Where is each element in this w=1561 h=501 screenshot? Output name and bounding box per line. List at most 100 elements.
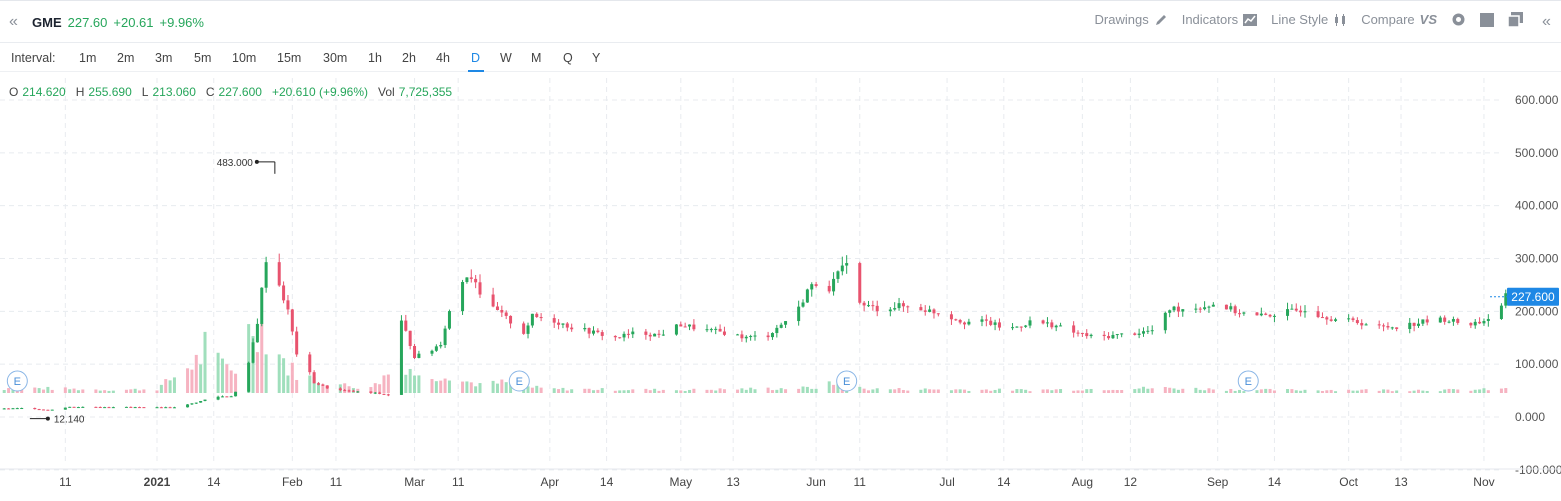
candle-body xyxy=(138,407,142,409)
candle-body xyxy=(1028,320,1032,326)
candle-body xyxy=(1041,320,1045,324)
collapse-left-icon[interactable]: « xyxy=(9,13,18,30)
interval-5m[interactable]: 5m xyxy=(194,51,212,65)
volume-bar xyxy=(1347,389,1351,393)
candle-body xyxy=(1351,318,1355,321)
volume-bar xyxy=(1299,390,1303,393)
interval-15m[interactable]: 15m xyxy=(277,51,302,65)
volume-bar xyxy=(1172,388,1176,393)
interval-w[interactable]: W xyxy=(500,51,512,65)
candle-body xyxy=(1080,332,1084,334)
volume-bar xyxy=(317,382,321,393)
x-tick-label: 13 xyxy=(727,475,741,489)
candle-body xyxy=(526,325,530,334)
volume-bar xyxy=(42,389,46,393)
candle-body xyxy=(1272,315,1276,317)
candle-body xyxy=(1238,313,1242,315)
volume-bar xyxy=(919,389,923,393)
candle-body xyxy=(478,282,482,295)
high-label: H xyxy=(75,85,85,99)
settings-icon[interactable] xyxy=(1451,12,1466,27)
volume-bar xyxy=(958,389,962,393)
candle-body xyxy=(923,310,927,312)
candle-body xyxy=(705,329,709,331)
candle-body xyxy=(736,334,740,336)
volume-bar xyxy=(1085,389,1089,393)
candle-body xyxy=(260,287,264,324)
candle-body xyxy=(1438,317,1442,323)
line-style-button[interactable]: Line Style xyxy=(1271,12,1347,27)
candle-body xyxy=(714,328,718,330)
interval-y[interactable]: Y xyxy=(592,51,601,65)
volume-bar xyxy=(63,387,67,393)
volume-bar xyxy=(1451,389,1455,393)
volume-bar xyxy=(312,377,316,393)
drawings-button[interactable]: Drawings xyxy=(1095,12,1168,27)
copy-icon[interactable] xyxy=(1508,12,1523,27)
x-tick-label: Nov xyxy=(1473,475,1494,489)
interval-d[interactable]: D xyxy=(471,51,481,65)
candle-body xyxy=(631,331,635,335)
fullscreen-icon[interactable] xyxy=(1480,12,1494,27)
low-value: 213.060 xyxy=(152,85,196,99)
candle-body xyxy=(814,284,818,286)
volume-bar xyxy=(1443,389,1447,393)
volume-bar xyxy=(661,389,665,393)
candle-body xyxy=(1168,310,1172,313)
volume-bar xyxy=(644,388,648,393)
interval-30m[interactable]: 30m xyxy=(323,51,348,65)
candle-body xyxy=(413,345,417,358)
interval-q[interactable]: Q xyxy=(563,51,573,65)
candle-body xyxy=(2,408,6,410)
interval-2m[interactable]: 2m xyxy=(117,51,135,65)
volume-bar xyxy=(1150,388,1154,393)
volume-bar xyxy=(1054,389,1058,393)
volume-bar xyxy=(129,389,133,393)
interval-4h[interactable]: 4h xyxy=(436,51,450,65)
candle-body xyxy=(321,384,325,386)
candle-body xyxy=(753,335,757,337)
candle-body xyxy=(129,406,133,408)
interval-3m[interactable]: 3m xyxy=(155,51,173,65)
candle-body xyxy=(264,262,268,288)
volume-bar xyxy=(1133,389,1137,393)
candle-body xyxy=(1120,333,1124,335)
collapse-right-icon[interactable]: « xyxy=(1542,13,1551,30)
volume-bar xyxy=(2,390,6,393)
candle-body xyxy=(805,289,809,303)
compare-button[interactable]: Compare VS xyxy=(1361,12,1437,27)
candle-body xyxy=(107,407,111,409)
volume-bar xyxy=(692,388,696,393)
symbol-name[interactable]: GME xyxy=(32,15,62,30)
candle-body xyxy=(76,407,80,409)
volume-bar xyxy=(1242,391,1246,393)
candle-body xyxy=(1085,333,1089,337)
candle-body xyxy=(740,334,744,339)
price-chart[interactable]: 600.000 500.000 400.000 300.000 200.000 100.0… xyxy=(0,78,1561,501)
volume-bar xyxy=(897,388,901,393)
candle-body xyxy=(722,331,726,335)
candle-body xyxy=(1115,334,1119,336)
interval-m[interactable]: M xyxy=(531,51,542,65)
volume-bar xyxy=(1499,388,1503,393)
candle-body xyxy=(866,305,870,307)
interval-10m[interactable]: 10m xyxy=(232,51,257,65)
interval-1m[interactable]: 1m xyxy=(79,51,97,65)
volume-bar xyxy=(1486,390,1490,393)
volume-bar xyxy=(1382,389,1386,393)
volume-bar xyxy=(76,390,80,393)
earnings-marker-label: E xyxy=(516,376,523,388)
volume-bar xyxy=(596,389,600,393)
candle-body xyxy=(338,388,342,391)
candle-body xyxy=(832,278,836,292)
interval-1h[interactable]: 1h xyxy=(368,51,382,65)
ohlc-legend: O 214.620 H 255.690 L 213.060 C 227.600 … xyxy=(9,85,458,99)
candle-body xyxy=(1176,306,1180,312)
volume-bar xyxy=(744,389,748,393)
volume-bar xyxy=(1072,390,1076,393)
volume-bar xyxy=(1259,389,1263,393)
indicators-button[interactable]: Indicators xyxy=(1182,12,1258,27)
volume-bar xyxy=(1102,390,1106,393)
volume-bar xyxy=(373,383,377,393)
interval-2h[interactable]: 2h xyxy=(402,51,416,65)
